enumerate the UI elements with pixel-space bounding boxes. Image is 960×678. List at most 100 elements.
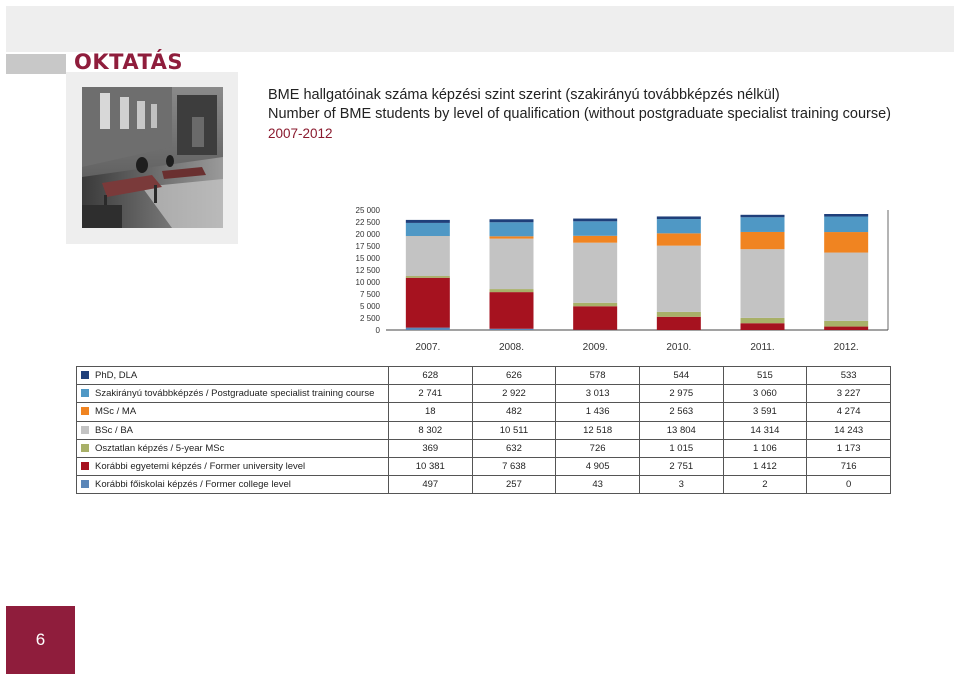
row-label: Szakirányú továbbképzés / Postgraduate s… [95,388,375,400]
x-tick-label: 2011. [750,342,774,353]
table-row: PhD, DLA 628 626 578 544 515 533 [76,365,891,386]
value-cell: 12 518 [555,420,640,440]
bar-segment [489,238,534,290]
bar-segment [824,320,869,327]
bar-segment [489,292,534,329]
x-tick-label: 2010. [666,342,691,353]
y-tick-label: 7 500 [360,290,381,299]
legend-swatch [81,371,89,380]
row-label-cell: Korábbi főiskolai képzés / Former colleg… [76,475,389,495]
x-tick-label: 2007. [415,342,440,353]
value-cell: 2 975 [638,384,724,404]
x-tick-label: 2008. [499,342,524,353]
data-table: PhD, DLA 628 626 578 544 515 533 Szakirányú tov… [76,365,891,495]
bar-segment [405,236,450,277]
y-tick-label: 17 500 [356,242,381,251]
row-label: MSc / MA [95,406,137,418]
value-cell: 497 [387,475,473,495]
row-label: Osztatlan képzés / 5-year MSc [95,442,225,454]
row-label: Korábbi egyetemi képzés / Former univers… [95,461,306,473]
chart-heading: BME hallgatóinak száma képzési szint sze… [268,86,948,143]
value-cell: 2 [722,475,808,495]
value-cell: 716 [806,456,891,477]
value-cell: 626 [471,365,557,386]
row-label: Korábbi főiskolai képzés / Former colleg… [95,479,291,491]
value-cell: 1 436 [555,402,640,422]
legend-swatch [81,462,89,471]
bar-segment [656,219,701,234]
table-row: Szakirányú továbbképzés / Postgraduate s… [76,384,891,404]
y-tick-label: 12 500 [356,266,381,275]
heading-hungarian: BME hallgatóinak száma képzési szint sze… [268,87,780,103]
legend-swatch [81,407,89,416]
bar-segment [656,233,701,246]
bar-segment [489,289,534,293]
bar-segment [489,236,534,239]
bar-segment [405,219,450,223]
value-cell: 13 804 [638,420,724,440]
row-label: PhD, DLA [95,370,138,382]
bar-segment [573,218,618,222]
value-cell: 726 [555,438,640,458]
title-accent-strip [6,54,66,74]
section-title: OKTATÁS [74,50,184,74]
bar-segment [489,328,534,330]
value-cell: 3 227 [806,384,891,404]
heading-years: 2007-2012 [268,126,333,141]
bar-segment [405,222,450,237]
x-tick-label: 2012. [834,342,859,353]
y-tick-label: 15 000 [356,254,381,263]
value-cell: 1 412 [722,456,808,477]
row-label-cell: PhD, DLA [76,365,389,386]
bar-segment [656,245,701,312]
value-cell: 10 381 [387,456,473,477]
value-cell: 1 173 [806,438,891,458]
legend-swatch [81,443,89,452]
value-cell: 8 302 [387,420,473,440]
bar-segment [740,317,785,324]
value-cell: 3 [638,475,724,495]
library-photo [82,87,223,228]
stacked-bar-chart: 0 2 500 5 000 7 500 10 000 12 500 15 000 17 500… [356,206,889,353]
row-label-cell: Osztatlan képzés / 5-year MSc [76,438,389,458]
value-cell: 2 751 [638,456,724,477]
value-cell: 1 106 [722,438,808,458]
x-tick-label: 2009. [583,342,608,353]
row-label: BSc / BA [95,424,134,436]
table-row: Korábbi főiskolai képzés / Former colleg… [76,475,891,495]
header-band [6,6,954,52]
value-cell: 14 314 [722,420,808,440]
row-label-cell: Korábbi egyetemi képzés / Former univers… [76,456,389,477]
bar-segment [573,306,618,330]
value-cell: 544 [638,365,724,386]
bar-segment [656,316,701,330]
value-cell: 515 [722,365,808,386]
value-cell: 7 638 [471,456,557,477]
bar-segment [489,222,534,237]
row-label-cell: Szakirányú továbbképzés / Postgraduate s… [76,384,389,404]
bar-segment [573,302,618,307]
y-tick-label: 0 [376,326,381,335]
value-cell: 257 [471,475,557,495]
legend-swatch [81,425,89,434]
bar-segment [573,242,618,303]
bar-segment [405,277,450,328]
row-label-cell: BSc / BA [76,420,389,440]
value-cell: 2 563 [638,402,724,422]
bar-segment [740,231,785,250]
bar-segment [824,214,869,217]
bar-segment [573,221,618,236]
value-cell: 3 013 [555,384,640,404]
heading-english: Number of BME students by level of quali… [268,106,892,122]
bar-segment [740,249,785,318]
legend-swatch [81,389,89,398]
bar-segment [405,327,450,330]
bar-segment [824,232,869,253]
bar-segment [656,311,701,317]
value-cell: 2 741 [387,384,473,404]
y-tick-label: 10 000 [356,278,381,287]
bar-segment [489,219,534,223]
value-cell: 18 [387,402,473,422]
value-cell: 43 [555,475,640,495]
value-cell: 0 [806,475,891,495]
